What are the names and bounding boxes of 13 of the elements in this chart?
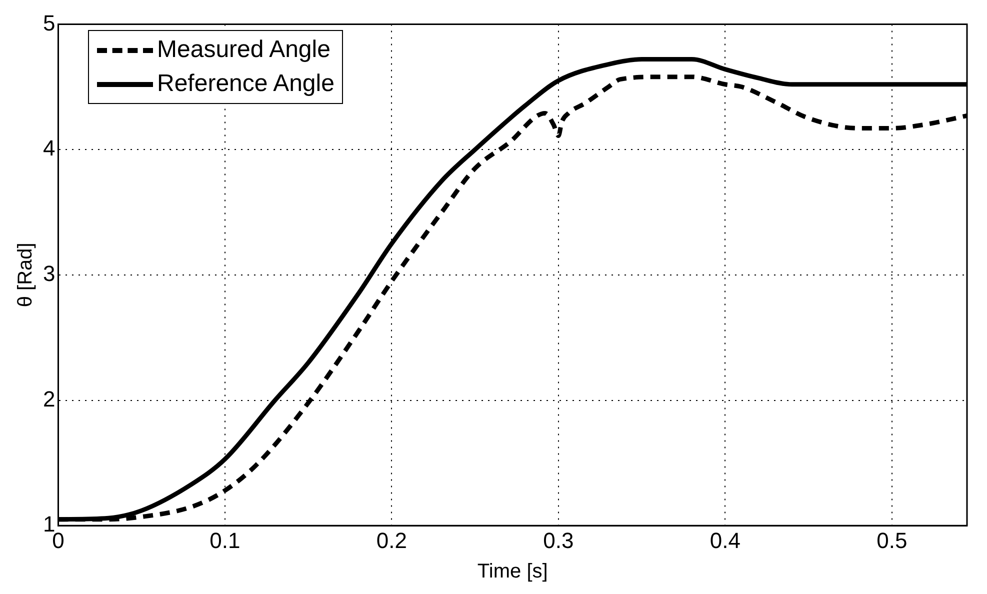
- x-tick-label: 0.3: [543, 528, 574, 553]
- x-tick-label: 0.5: [876, 528, 908, 553]
- legend-label: Reference Angle: [157, 69, 334, 99]
- y-tick-label: 4: [42, 136, 56, 161]
- y-tick-label: 2: [42, 386, 56, 412]
- y-tick-label: 5: [42, 10, 56, 36]
- y-tick-label: 3: [42, 260, 56, 286]
- x-tick-label: 0.4: [710, 528, 741, 553]
- x-axis-title: Time [s]: [477, 560, 548, 583]
- x-tick-label: 0.2: [376, 528, 408, 553]
- y-axis-title: θ [Rad]: [14, 242, 37, 308]
- legend-label: Measured Angle: [157, 35, 330, 65]
- x-tick-label: 0.1: [210, 528, 240, 553]
